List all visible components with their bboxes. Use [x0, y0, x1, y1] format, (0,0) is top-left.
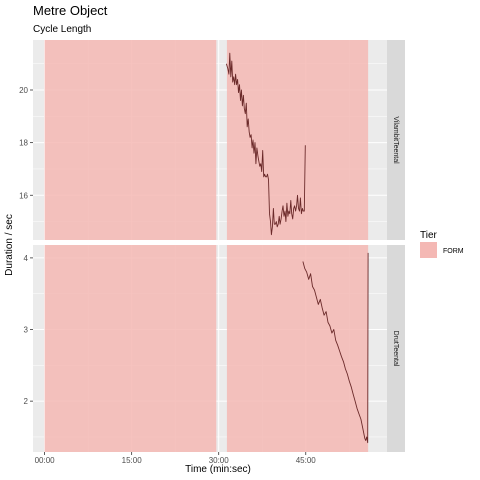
legend: Tier FORM: [420, 230, 464, 258]
y-axis-title: Duration / sec: [4, 214, 15, 276]
x-tick-label: 30:00: [209, 456, 230, 465]
y-tick-label: 18: [19, 139, 28, 148]
facet-strip: [387, 245, 405, 452]
x-tick-label: 45:00: [296, 456, 317, 465]
form-region: [226, 245, 369, 452]
form-region: [226, 40, 369, 240]
legend-title: Tier: [420, 230, 438, 241]
y-tick-label: 4: [24, 254, 29, 263]
facet-strip-label: VilambitTeental: [392, 116, 399, 164]
y-tick-label: 16: [19, 191, 28, 200]
legend-label: FORM: [443, 248, 464, 255]
x-axis-title: Time (min:sec): [185, 464, 251, 475]
x-tick-label: 15:00: [122, 456, 143, 465]
form-region: [44, 245, 217, 452]
legend-key: [420, 242, 437, 258]
facet-strip: [387, 40, 405, 240]
form-region: [44, 40, 217, 240]
chart-subtitle: Cycle Length: [33, 24, 91, 35]
series-line-VilambitTeental: [225, 52, 306, 236]
y-tick-label: 3: [24, 326, 29, 335]
facet-strip-label: DrutTeental: [392, 331, 399, 367]
chart-title: Metre Object: [33, 3, 108, 18]
x-tick-label: 00:00: [35, 456, 56, 465]
y-tick-label: 2: [24, 397, 29, 406]
y-tick-label: 20: [19, 86, 28, 95]
series-line-DrutTeental: [302, 252, 369, 444]
